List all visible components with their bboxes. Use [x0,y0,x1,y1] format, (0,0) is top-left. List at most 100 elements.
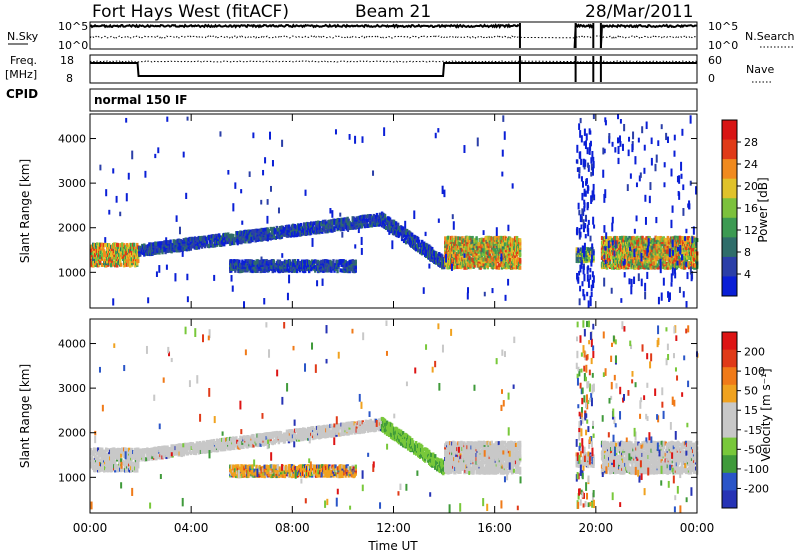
echo-cell [394,223,398,228]
scatter-echo [666,136,669,144]
echo-cell [425,252,428,257]
scatter-echo [690,274,693,282]
colorbar-swatch [722,139,737,160]
scatter-echo [591,167,594,176]
echo-cell [614,235,617,240]
echo-cell [354,268,357,273]
echo-cell [143,243,146,248]
scatter-echo [584,140,587,150]
echo-cell [108,452,111,457]
echo-cell [512,265,516,270]
echo-cell [131,447,134,452]
scatter-echo [603,193,606,203]
echo-cell [351,225,354,230]
echo-cell [635,247,638,252]
scatter-echo [583,199,586,205]
noise-tick-top-left: 10^5 [58,20,88,33]
echo-cell [488,254,491,259]
scatter-echo [266,199,269,205]
echo-cell [343,265,346,270]
scatter-echo [260,199,263,205]
echo-cell [294,261,298,266]
echo-cell [486,237,489,242]
scatter-echo [357,228,360,234]
echo-cell [134,246,137,251]
echo-cell [693,265,697,270]
scatter-echo [682,184,685,191]
echo-cell [119,456,122,461]
cpid-label: CPID [6,87,38,101]
echo-cell [641,235,644,240]
echo-cell [111,468,114,473]
scatter-echo [252,132,255,139]
echo-cell [461,236,464,241]
echo-cell [263,236,266,241]
scatter-echo [592,161,595,169]
echo-cell [284,230,288,235]
echo-cell [110,457,113,462]
scatter-echo [692,226,695,235]
echo-cell [336,269,339,274]
echo-cell [392,226,396,231]
echo-cell [396,222,400,227]
echo-cell [333,226,336,231]
echo-cell [625,261,628,266]
scatter-echo [581,208,584,216]
scatter-echo [587,228,590,237]
scatter-echo [593,224,596,229]
echo-cell [295,269,299,274]
echo-cell [651,245,654,250]
echo-cell [97,250,100,255]
scatter-echo [644,216,647,225]
echo-cell [101,452,104,457]
scatter-echo [584,190,587,197]
noise-tick-top-right: 10^5 [708,20,738,33]
scatter-echo [286,292,289,301]
scatter-echo [589,235,592,242]
echo-cell [251,269,254,274]
echo-cell [628,263,631,268]
scatter-echo [154,153,157,159]
scatter-echo [686,272,689,280]
echo-cell [271,230,274,235]
echo-cell [423,241,426,246]
echo-cell [120,262,123,267]
echo-cell [659,246,662,251]
scatter-echo [591,195,594,201]
echo-cell [637,261,640,266]
echo-cell [289,265,293,270]
echo-cell [90,447,93,452]
scatter-echo [582,265,585,275]
scatter-echo [646,271,649,280]
echo-cell [438,261,441,266]
echo-cell [101,262,104,267]
echo-cell [669,265,673,270]
echo-cell [614,248,617,253]
echo-cell [136,242,139,247]
echo-cell [511,238,515,243]
scatter-echo [634,156,637,165]
scatter-echo [500,253,503,262]
scatter-echo [644,291,647,300]
echo-cell [663,259,667,264]
scatter-echo [613,250,616,257]
scatter-echo [182,151,185,158]
y-tick-label: 3000 [58,177,86,190]
echo-cell [155,456,158,461]
scatter-echo [583,273,586,282]
scatter-echo [157,147,160,154]
echo-cell [501,242,505,247]
colorbar-swatch [722,120,737,141]
scatter-echo [590,254,593,263]
echo-cell [648,246,651,251]
scatter-echo [585,181,588,186]
echo-cell [388,217,392,222]
scatter-echo [231,285,234,292]
echo-cell [687,248,691,253]
scatter-echo [424,231,427,237]
echo-cell [463,257,466,262]
echo-cell [643,237,646,242]
echo-cell [119,259,122,264]
echo-cell [216,448,220,453]
echo-cell [644,250,647,255]
